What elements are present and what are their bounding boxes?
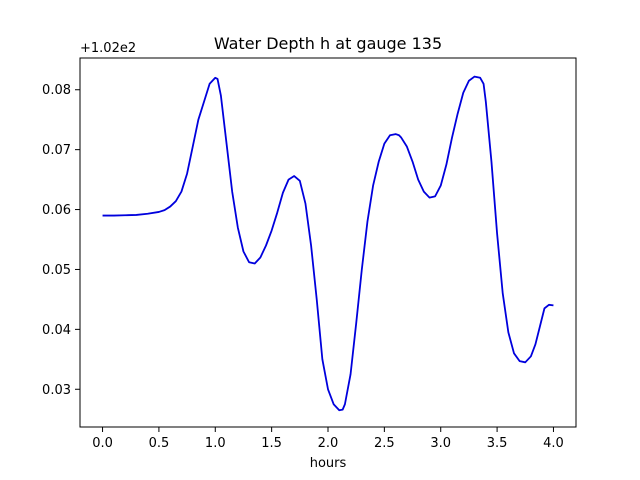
plot-area-background [80,58,576,427]
x-tick-label: 2.0 [318,436,339,451]
x-tick-label: 4.0 [543,436,564,451]
x-tick-label: 3.5 [487,436,508,451]
y-tick-label: 0.08 [42,83,71,98]
x-tick-label: 1.0 [205,436,226,451]
x-tick-label: 2.5 [374,436,395,451]
x-tick-label: 3.0 [430,436,451,451]
x-tick-label: 0.0 [92,436,113,451]
series-layer [102,75,554,412]
y-tick-label: 0.07 [42,143,71,158]
y-tick-label: 0.03 [42,383,71,398]
y-axis-ticks: 0.03 0.04 0.05 0.06 0.07 0.08 [42,83,80,398]
x-axis-label: hours [310,456,347,471]
y-tick-label: 0.06 [42,203,71,218]
plot-frame [79,57,577,428]
x-tick-label: 1.5 [261,436,282,451]
y-tick-label: 0.05 [42,263,71,278]
x-axis-ticks: 0.0 0.5 1.0 1.5 2.0 2.5 3.0 3.5 4.0 [92,427,564,451]
x-tick-label: 0.5 [149,436,170,451]
y-tick-label: 0.04 [42,323,71,338]
chart-title: Water Depth h at gauge 135 [214,34,442,53]
series-line-0 [102,75,554,412]
y-offset-label: +1.02e2 [80,41,136,56]
